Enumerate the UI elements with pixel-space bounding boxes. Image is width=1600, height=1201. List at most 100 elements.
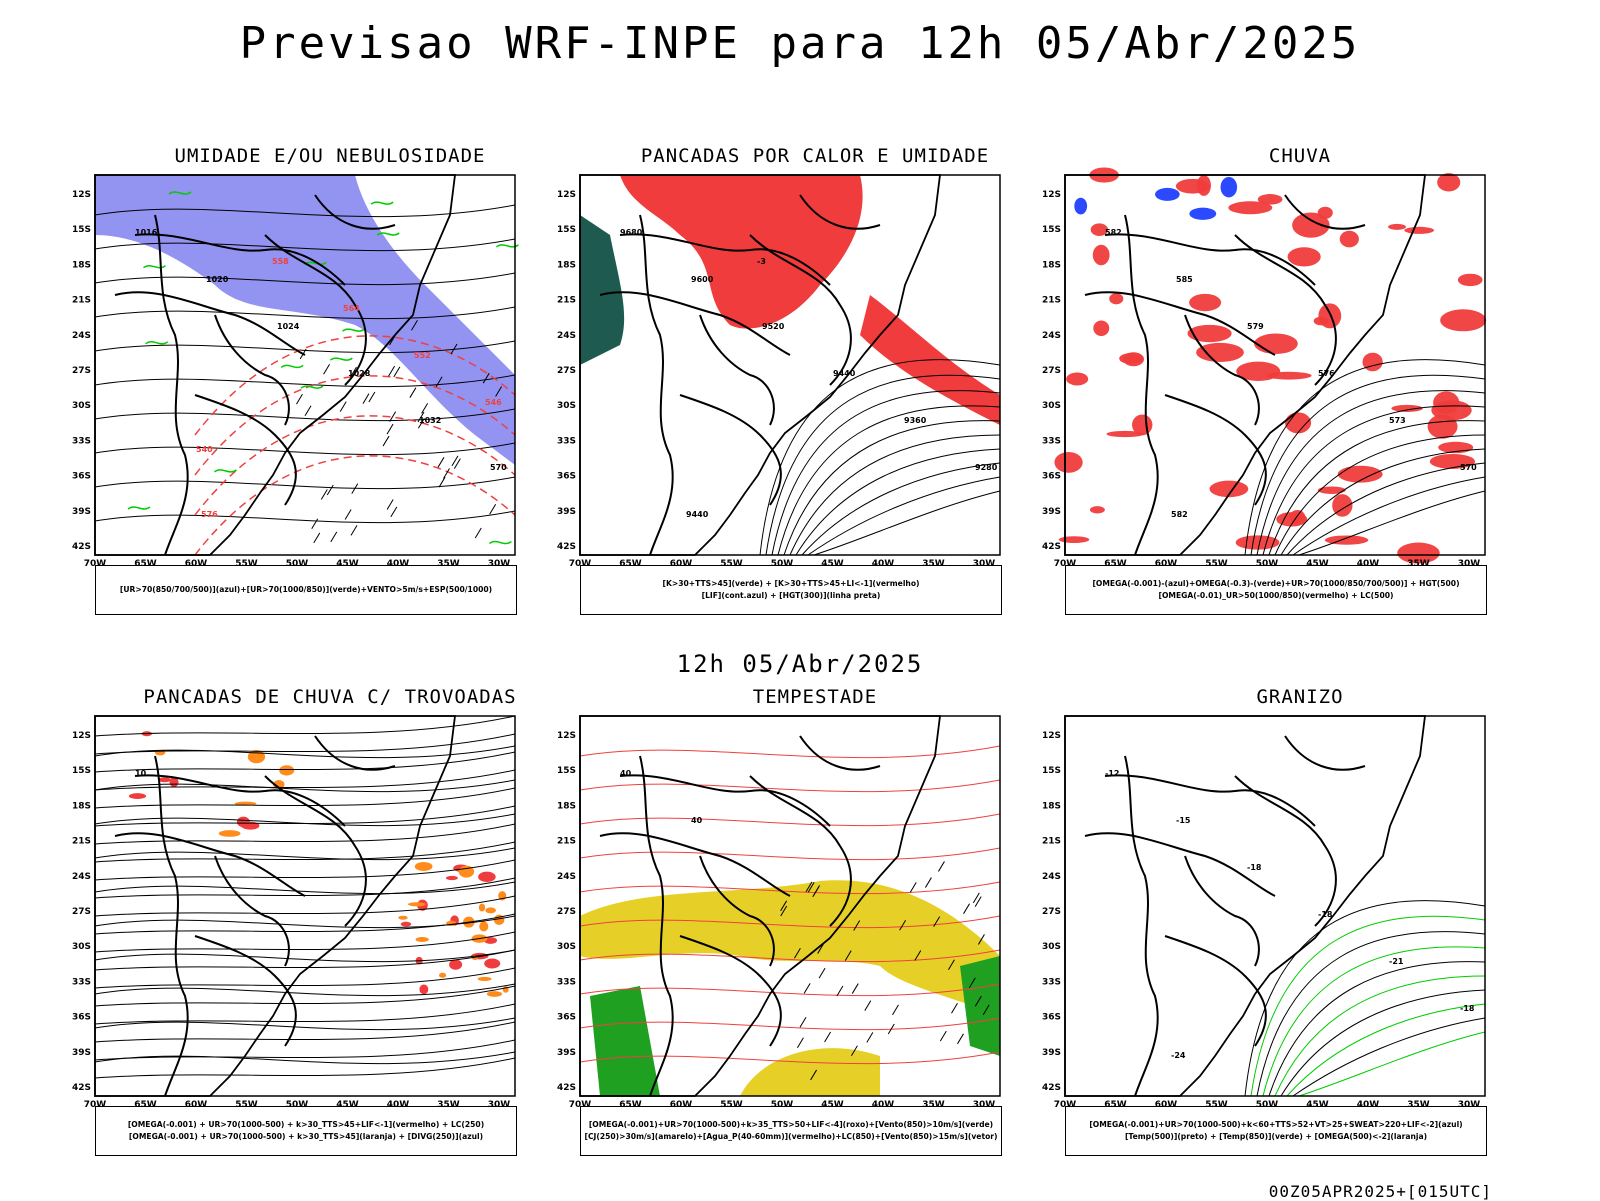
- country-border: [1234, 234, 1337, 386]
- wind-vector: [914, 950, 922, 961]
- wind-vector: [390, 506, 398, 518]
- rain-cell: [1093, 320, 1110, 337]
- legend-line: [CJ(250)>30m/s](amarelo)+[Agua_P(40-60mm…: [584, 1132, 998, 1141]
- rain-cell: [1090, 223, 1108, 236]
- streamline: [94, 715, 516, 737]
- wind-vector: [850, 1045, 858, 1056]
- contour-value-label: 9440: [833, 369, 856, 378]
- latitude-label: 33S: [557, 977, 576, 987]
- map-svg: 12S 15S 18S 21S 24S 27S 30S 33S 36S 39S 42S 70W 65W 6…: [557, 715, 1001, 1110]
- latitude-label: 12S: [557, 731, 576, 741]
- streamline: [94, 1039, 516, 1061]
- legend-line: [LIF](cont.azul) + [HGT(300)](linha pret…: [701, 591, 881, 600]
- wind-vector: [339, 401, 347, 412]
- longitude-label: 60W: [670, 559, 693, 569]
- rain-cell: [1285, 412, 1312, 434]
- latitude-label: 24S: [1042, 331, 1061, 341]
- contour-value-label: 10: [135, 769, 147, 778]
- contour-line: [94, 306, 516, 320]
- thickness-contour: [194, 415, 516, 516]
- contour-value-label: 564: [343, 304, 360, 313]
- rain-cell: [1155, 187, 1180, 201]
- wind-vector: [939, 1030, 947, 1042]
- longitude-label: 45W: [336, 1100, 359, 1110]
- wind-vector: [924, 877, 932, 888]
- contour-value-label: 9280: [975, 463, 998, 472]
- streamline: [94, 859, 516, 881]
- latitude-label: 27S: [1042, 366, 1061, 376]
- longitude-label: 35W: [437, 1100, 460, 1110]
- rain-cell: [1209, 480, 1249, 498]
- contour-line: [94, 340, 516, 354]
- rain-cell: [1404, 226, 1435, 234]
- streamline: [94, 787, 516, 809]
- panel-title: PANCADAS DE CHUVA C/ TROVOADAS: [143, 686, 517, 708]
- longitude-label: 30W: [488, 1100, 511, 1110]
- wind-vector: [947, 959, 955, 970]
- contour-line: [1244, 359, 1486, 556]
- contour-line: [771, 390, 1001, 556]
- rain-cell: [1317, 206, 1333, 219]
- contour-value-label: 582: [1105, 228, 1122, 237]
- contour-line: [1280, 448, 1486, 556]
- latitude-label: 24S: [557, 331, 576, 341]
- contour-line: [1244, 900, 1486, 1097]
- wind-vector: [824, 1031, 832, 1043]
- thunder-cell: [478, 903, 486, 912]
- contour-line: [759, 359, 1001, 556]
- rain-cell: [1058, 536, 1090, 543]
- latitude-label: 27S: [1042, 907, 1061, 917]
- country-border: [599, 291, 791, 356]
- latitude-label: 33S: [72, 977, 91, 987]
- coastline: [579, 715, 942, 1097]
- latitude-label: 21S: [557, 837, 576, 847]
- latitude-label: 24S: [1042, 872, 1061, 882]
- longitude-label: 40W: [872, 1100, 895, 1110]
- rain-cell: [1287, 247, 1321, 267]
- thunder-cell: [247, 750, 266, 764]
- contour-value-label: 576: [201, 510, 218, 519]
- humidity-contour-green: [495, 244, 519, 248]
- rain-cell: [1109, 293, 1124, 305]
- main-title: Previsao WRF-INPE para 12h 05/Abr/2025: [239, 18, 1361, 69]
- country-border: [1184, 855, 1260, 967]
- longitude-label: 70W: [1054, 1100, 1077, 1110]
- country-border: [639, 755, 674, 1097]
- streamline: [94, 823, 516, 845]
- wind-vector: [437, 457, 445, 468]
- longitude-label: 45W: [336, 559, 359, 569]
- panel-trovoadas: PANCADAS DE CHUVA C/ TROVOADAS 12S 15S 18S 2…: [72, 686, 565, 1168]
- latitude-label: 36S: [1042, 472, 1061, 482]
- latitude-label: 18S: [72, 260, 91, 270]
- latitude-label: 27S: [557, 907, 576, 917]
- latitude-label: 30S: [1042, 942, 1061, 952]
- wind-vector: [780, 905, 788, 917]
- streamline: [94, 751, 516, 773]
- wind-vector: [296, 393, 303, 405]
- longitude-label: 65W: [1104, 559, 1127, 569]
- rain-cell: [1089, 506, 1105, 514]
- country-border: [619, 233, 831, 286]
- contour-value-label: 579: [1247, 322, 1264, 331]
- latitude-label: 33S: [1042, 977, 1061, 987]
- thunder-cell: [415, 937, 429, 943]
- latitude-label: 33S: [72, 436, 91, 446]
- contour-line: [94, 476, 516, 490]
- wind-vector: [489, 504, 497, 515]
- panel-title: CHUVA: [1268, 145, 1332, 167]
- legend-line: [OMEGA(-0.01)_UR>50(1000/850)(vermelho) …: [1158, 591, 1394, 600]
- latitude-label: 36S: [557, 1013, 576, 1023]
- wind-vector: [386, 499, 394, 510]
- rain-cell: [1189, 293, 1222, 312]
- country-border: [1124, 214, 1159, 556]
- rain-cell: [1054, 452, 1083, 473]
- contour-value-label: 9520: [762, 322, 785, 331]
- latitude-label: 27S: [557, 366, 576, 376]
- latitude-label: 33S: [557, 436, 576, 446]
- map-svg: 12S 15S 18S 21S 24S 27S 30S 33S 36S 39S 42S 70W 65W 6…: [72, 715, 516, 1110]
- contour-value-label: 9680: [620, 228, 643, 237]
- streamline: [94, 985, 516, 1007]
- contour-value-label: 9600: [691, 275, 714, 284]
- legend-line: [K>30+TTS>45](verde) + [K>30+TTS>45+LI<-…: [662, 579, 920, 588]
- legend-line: [OMEGA(-0.001) + UR>70(1000-500) + k>30_…: [127, 1120, 485, 1129]
